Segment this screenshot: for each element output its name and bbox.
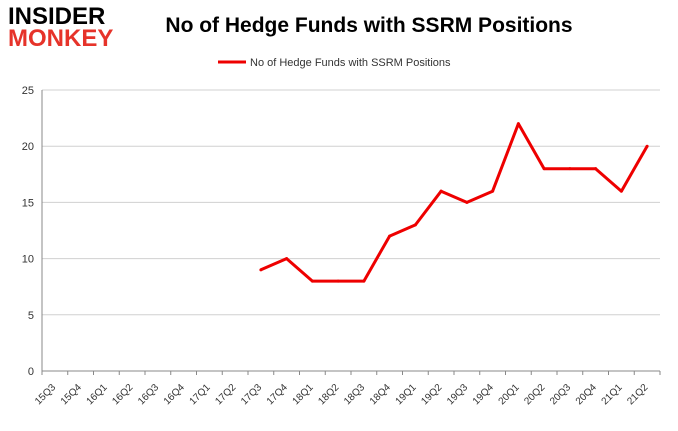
y-tick-label: 5 (28, 310, 34, 322)
y-tick-label: 25 (22, 85, 34, 97)
data-point (259, 268, 263, 272)
x-tick-label: 17Q3 (239, 382, 264, 407)
data-point (594, 167, 598, 171)
data-point (413, 223, 417, 227)
data-point (388, 234, 392, 238)
insider-monkey-logo: INSIDER MONKEY (8, 3, 126, 52)
x-tick-label: 20Q3 (548, 382, 573, 407)
data-point (491, 189, 495, 193)
x-tick-label: 20Q2 (522, 382, 547, 407)
data-point (465, 200, 469, 204)
x-tick-label: 17Q2 (213, 382, 238, 407)
legend-label: No of Hedge Funds with SSRM Positions (250, 57, 451, 69)
x-tick-label: 16Q3 (136, 382, 161, 407)
x-tick-label: 19Q4 (471, 382, 496, 407)
data-point (568, 167, 572, 171)
data-point (336, 279, 340, 283)
x-tick-label: 21Q1 (600, 382, 625, 407)
x-tick-label: 18Q2 (316, 382, 341, 407)
logo-text-insider: INSIDER (8, 3, 106, 30)
data-point (542, 167, 546, 171)
data-point (645, 144, 649, 148)
y-tick-label: 10 (22, 254, 34, 266)
y-tick-label: 0 (28, 366, 34, 378)
x-tick-label: 18Q3 (342, 382, 367, 407)
series-line (260, 122, 649, 283)
x-tick-label: 15Q4 (59, 382, 84, 407)
y-tick-label: 20 (22, 141, 34, 153)
x-tick-label: 19Q2 (419, 382, 444, 407)
x-tick-label: 16Q1 (85, 382, 110, 407)
logo-text-monkey: MONKEY (8, 25, 114, 52)
x-tick-label: 20Q4 (574, 382, 599, 407)
x-tick-label: 18Q1 (291, 382, 316, 407)
x-tick-label: 15Q3 (33, 382, 58, 407)
x-tick-label: 20Q1 (497, 382, 522, 407)
x-tick-label: 18Q4 (368, 382, 393, 407)
x-tick-label: 16Q4 (162, 382, 187, 407)
x-tick-label: 17Q1 (188, 382, 213, 407)
x-tick-label: 17Q4 (265, 382, 290, 407)
data-point (516, 122, 520, 126)
y-tick-label: 15 (22, 197, 34, 209)
data-point (619, 189, 623, 193)
data-point (362, 279, 366, 283)
x-tick-label: 16Q2 (110, 382, 135, 407)
data-point (285, 257, 289, 261)
x-tick-label: 19Q3 (445, 382, 470, 407)
chart-title: No of Hedge Funds with SSRM Positions (165, 14, 573, 37)
data-point (439, 189, 443, 193)
x-tick-label: 19Q1 (394, 382, 419, 407)
data-point (310, 279, 314, 283)
x-tick-label: 21Q2 (625, 382, 650, 407)
